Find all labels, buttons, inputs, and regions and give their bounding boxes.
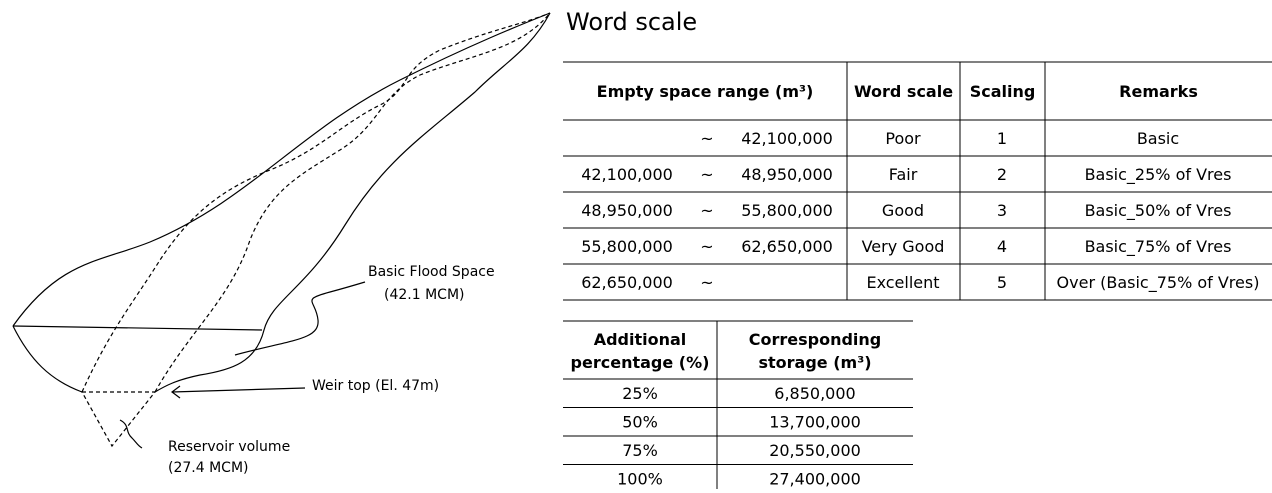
cell-text: 4 (997, 237, 1007, 256)
cell-text: 3 (997, 201, 1007, 220)
table2: Additional percentage (%) Corresponding sto… (563, 320, 913, 489)
label: Reservoir volume (168, 439, 290, 455)
cell-text: Fair (889, 165, 918, 184)
cell-text: ~ (700, 273, 713, 292)
cell-text: 62,650,000 (741, 237, 833, 256)
cell-text: Additional (594, 330, 687, 349)
cell-text: Basic_75% of Vres (1085, 237, 1232, 257)
table1: Empty space range (m³) Word scale Scaling R… (563, 61, 1272, 301)
cell-text: ~ (700, 165, 713, 184)
cell-text: Remarks (1119, 82, 1198, 101)
cell-text: 55,800,000 (581, 237, 673, 256)
cell-text: Very Good (862, 237, 945, 256)
label: Basic Flood Space (368, 264, 495, 280)
cell-text: 55,800,000 (741, 201, 833, 220)
cell-text: 75% (622, 441, 658, 460)
cell-text: Good (882, 201, 924, 220)
cell-text: 100% (617, 470, 663, 489)
cell-text: 48,950,000 (581, 201, 673, 220)
cell-text: ~ (700, 129, 713, 148)
cell-text: Basic_50% of Vres (1085, 201, 1232, 221)
title: Word scale (566, 8, 697, 36)
cell-text: Corresponding (749, 330, 882, 349)
cell-text: 50% (622, 413, 658, 432)
label: Weir top (El. 47m) (312, 378, 439, 394)
cell-text: Excellent (866, 273, 939, 292)
cell-text: Poor (885, 129, 921, 148)
cell-text: 6,850,000 (774, 384, 855, 403)
cell-text: 42,100,000 (741, 129, 833, 148)
cell-text: percentage (%) (571, 353, 710, 372)
cell-text: 42,100,000 (581, 165, 673, 184)
cell-text: Word scale (854, 82, 953, 101)
cell-text: 2 (997, 165, 1007, 184)
cell-text: 27,400,000 (769, 470, 861, 489)
cell-text: 13,700,000 (769, 413, 861, 432)
cell-text: 62,650,000 (581, 273, 673, 292)
cell-text: 1 (997, 129, 1007, 148)
cell-text: Basic (1137, 129, 1179, 148)
cell-text: ~ (700, 237, 713, 256)
cell-text: Empty space range (m³) (597, 82, 814, 101)
cell-text: storage (m³) (758, 353, 871, 372)
label: (42.1 MCM) (384, 287, 464, 303)
cell-text: Scaling (970, 82, 1036, 101)
cell-text: Basic_25% of Vres (1085, 165, 1232, 185)
cell-text: 25% (622, 384, 658, 403)
cell-text: 48,950,000 (741, 165, 833, 184)
cell-text: 20,550,000 (769, 441, 861, 460)
label: (27.4 MCM) (168, 460, 248, 476)
reservoir-drawing (12, 12, 551, 449)
cell-text: 5 (997, 273, 1007, 292)
cell-text: Over (Basic_75% of Vres) (1057, 273, 1260, 293)
cell-text: ~ (700, 201, 713, 220)
